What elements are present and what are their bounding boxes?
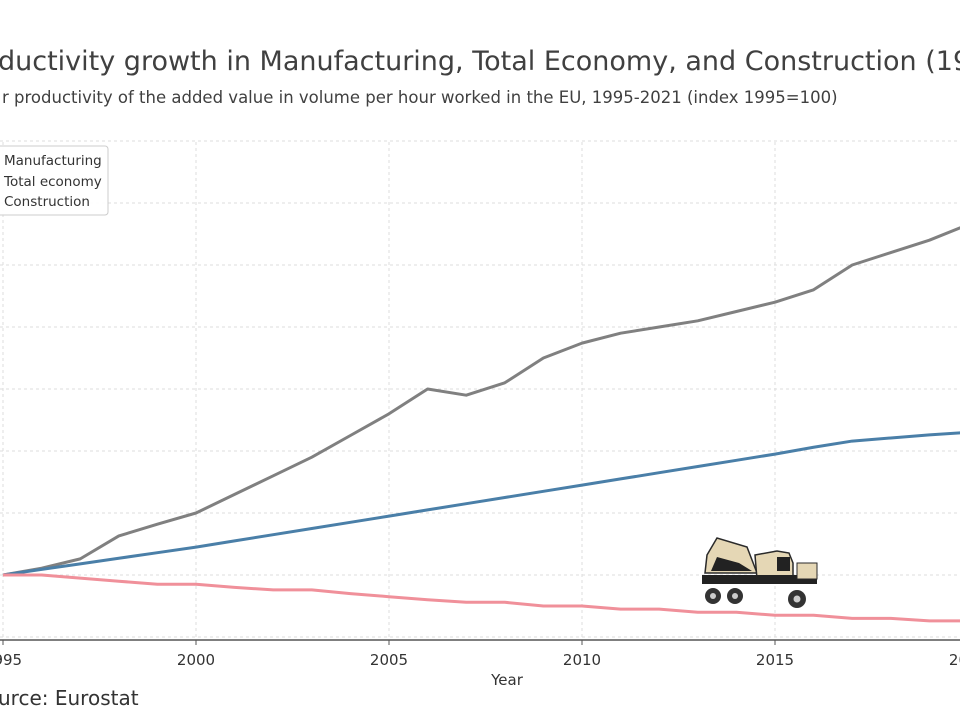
- legend: Manufacturing Total economy Construction: [0, 145, 109, 216]
- legend-construction: Construction: [4, 194, 90, 210]
- x-tick-label: 2010: [563, 651, 601, 669]
- chart-title: ductivity growth in Manufacturing, Total…: [0, 46, 960, 77]
- x-tick-label: 2005: [370, 651, 408, 669]
- x-tick-label: 2000: [177, 651, 215, 669]
- series-line-construction: [3, 573, 960, 623]
- x-axis-label: Year: [490, 671, 524, 689]
- source-note: urce: Eurostat: [0, 686, 139, 710]
- x-ticks: 1995 2000 2005 2010 2015 2020: [0, 640, 960, 669]
- x-tick-label: 1995: [0, 651, 22, 669]
- series-line-manufacturing: [2, 226, 960, 577]
- truck-icon: [702, 537, 818, 608]
- legend-manufacturing: Manufacturing: [4, 153, 102, 169]
- series-lines: [2, 226, 960, 623]
- chart-subtitle: r productivity of the added value in vol…: [2, 88, 838, 107]
- legend-total-economy: Total economy: [3, 174, 102, 190]
- x-tick-label: 2020: [949, 651, 960, 669]
- x-tick-label: 2015: [756, 651, 794, 669]
- series-line-total-economy: [2, 431, 960, 577]
